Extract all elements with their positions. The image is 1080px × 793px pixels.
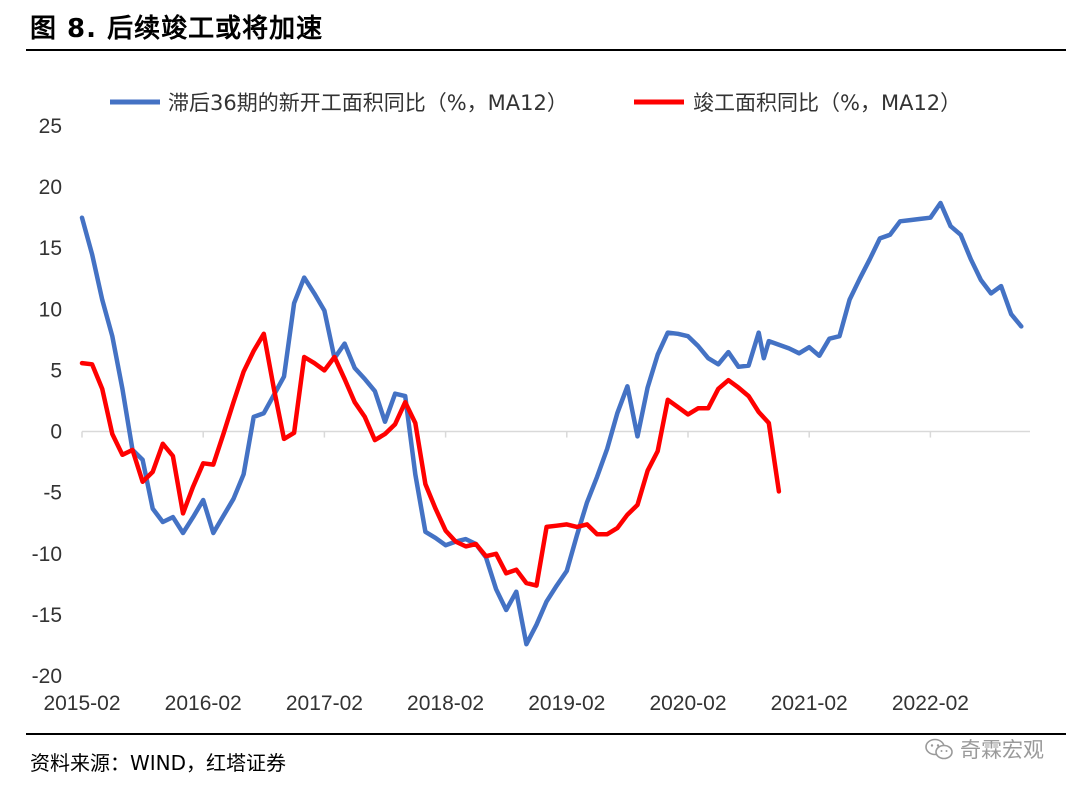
line-chart: 25 20 15 10 5 0 -5 -10 -15 -20 2015-02 2016-02 2017-… — [32, 91, 1030, 715]
y-tick-label: 0 — [50, 421, 62, 444]
y-tick-label: -15 — [32, 604, 62, 627]
x-tick-label: 2015-02 — [43, 692, 120, 715]
y-tick-label: 15 — [39, 237, 62, 260]
watermark: 奇霖宏观 — [924, 734, 1044, 764]
y-tick-label: 5 — [50, 359, 62, 382]
x-tick-label: 2018-02 — [407, 692, 484, 715]
x-tick-label: 2019-02 — [528, 692, 605, 715]
series-line-new-starts — [79, 200, 1024, 647]
x-tick-label: 2017-02 — [286, 692, 363, 715]
y-tick-label: 25 — [39, 115, 62, 138]
wechat-icon — [925, 738, 953, 760]
x-tick-label: 2020-02 — [649, 692, 726, 715]
legend-label: 竣工面积同比（%，MA12） — [693, 91, 961, 115]
bottom-rule — [26, 733, 1066, 735]
x-tick-label: 2016-02 — [165, 692, 242, 715]
series-line-completions — [79, 331, 782, 588]
watermark-text: 奇霖宏观 — [960, 738, 1044, 762]
source-note: 资料来源：WIND，红塔证券 — [30, 751, 287, 775]
y-tick-label: -5 — [43, 482, 62, 505]
y-tick-label: 20 — [39, 176, 62, 199]
y-tick-label: -20 — [32, 665, 62, 688]
x-tick-label: 2021-02 — [771, 692, 848, 715]
y-tick-label: -10 — [32, 543, 62, 566]
legend-label: 滞后36期的新开工面积同比（%，MA12） — [168, 91, 568, 115]
y-tick-label: 10 — [39, 298, 62, 321]
figure-title: 图 8. 后续竣工或将加速 — [30, 14, 324, 44]
top-rule — [26, 49, 1066, 51]
x-tick-label: 2022-02 — [892, 692, 969, 715]
